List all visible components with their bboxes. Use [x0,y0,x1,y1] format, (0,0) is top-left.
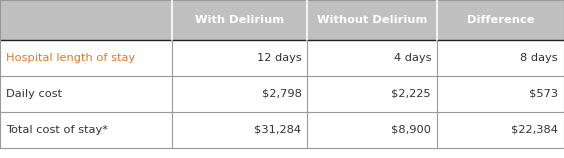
Text: $22,384: $22,384 [511,125,558,135]
Text: $31,284: $31,284 [254,125,301,135]
Text: $2,225: $2,225 [391,89,431,99]
Bar [0,40,564,76]
Bar [0,112,564,148]
Text: With Delirium: With Delirium [195,15,284,25]
Text: $8,900: $8,900 [391,125,431,135]
Text: 4 days: 4 days [394,53,431,63]
Text: Daily cost: Daily cost [6,89,62,99]
Text: Hospital length of stay: Hospital length of stay [6,53,135,63]
Text: $2,798: $2,798 [262,89,301,99]
Text: 8 days: 8 days [521,53,558,63]
Text: Difference: Difference [467,15,534,25]
Bar [0,0,564,40]
Text: Without Delirium: Without Delirium [317,15,428,25]
Text: Total cost of stay*: Total cost of stay* [6,125,108,135]
Text: $573: $573 [529,89,558,99]
Text: 12 days: 12 days [257,53,301,63]
Bar [0,76,564,112]
